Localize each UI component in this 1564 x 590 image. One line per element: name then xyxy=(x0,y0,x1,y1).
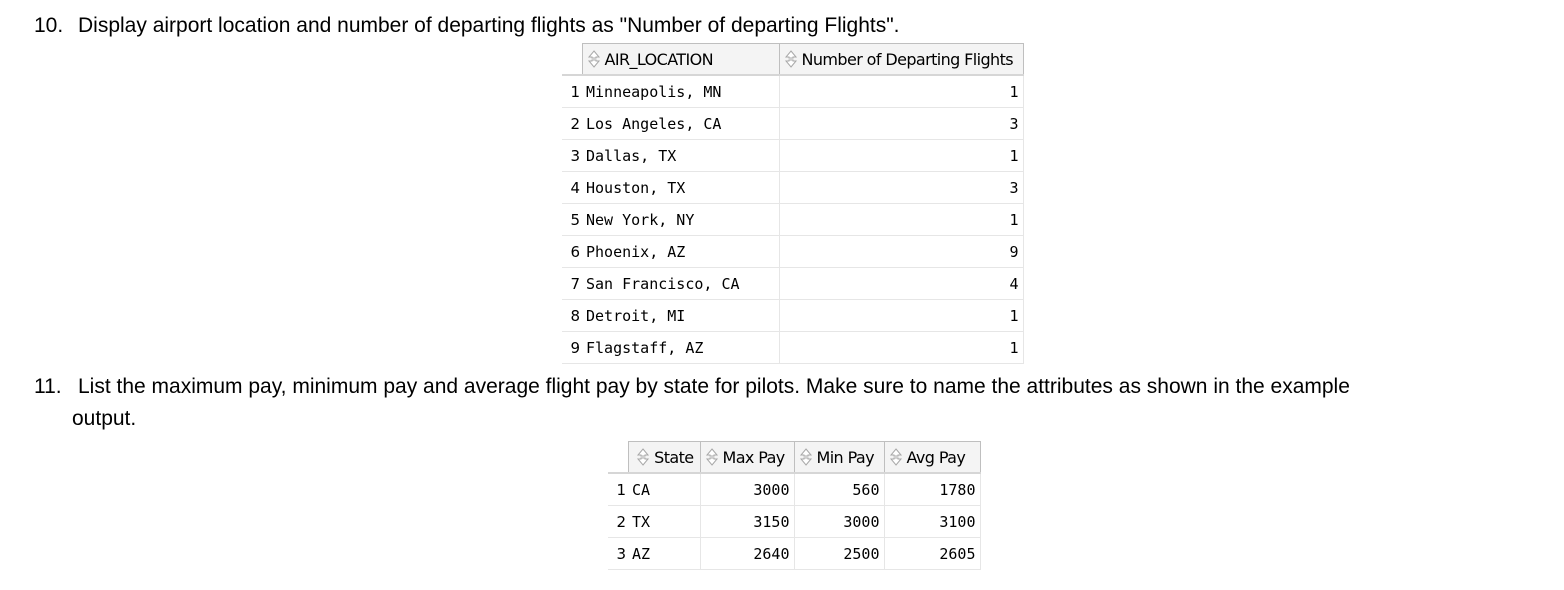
cell-air-location[interactable]: Detroit, MI xyxy=(582,299,780,332)
question-10: 10. Display airport location and number o… xyxy=(34,10,900,42)
cell-min-pay[interactable]: 560 xyxy=(794,473,885,506)
row-number: 3 xyxy=(608,537,628,570)
question-11: 11. List the maximum pay, minimum pay and… xyxy=(34,371,1534,435)
cell-departing-count[interactable]: 3 xyxy=(779,171,1024,204)
cell-departing-count[interactable]: 1 xyxy=(779,203,1024,236)
table-row[interactable]: 1 CA 3000 560 1780 xyxy=(608,473,981,506)
table-row[interactable]: 7 San Francisco, CA 4 xyxy=(562,267,1024,300)
table-row[interactable]: 2 Los Angeles, CA 3 xyxy=(562,107,1024,140)
table-row[interactable]: 4 Houston, TX 3 xyxy=(562,171,1024,204)
column-header-air-location[interactable]: AIR_LOCATION xyxy=(581,43,780,76)
cell-state[interactable]: TX xyxy=(628,505,701,538)
cell-max-pay[interactable]: 2640 xyxy=(700,537,795,570)
cell-departing-count[interactable]: 1 xyxy=(779,139,1024,172)
table-row[interactable]: 9 Flagstaff, AZ 1 xyxy=(562,331,1024,364)
sort-arrows-icon[interactable] xyxy=(784,49,798,68)
column-header-departing-flights[interactable]: Number of Departing Flights xyxy=(778,43,1024,76)
column-header-label: AIR_LOCATION xyxy=(604,49,714,69)
cell-departing-count[interactable]: 4 xyxy=(779,267,1024,300)
table-row[interactable]: 1 Minneapolis, MN 1 xyxy=(562,75,1024,108)
column-header-min-pay[interactable]: Min Pay xyxy=(793,441,885,474)
cell-air-location[interactable]: Flagstaff, AZ xyxy=(582,331,780,364)
cell-departing-count[interactable]: 3 xyxy=(779,107,1024,140)
grid-header-row: AIR_LOCATION Number of Departing Flights xyxy=(562,43,1024,76)
cell-air-location[interactable]: Los Angeles, CA xyxy=(582,107,780,140)
cell-air-location[interactable]: Minneapolis, MN xyxy=(582,75,780,108)
table-row[interactable]: 2 TX 3150 3000 3100 xyxy=(608,505,981,538)
cell-min-pay[interactable]: 3000 xyxy=(794,505,885,538)
column-header-state[interactable]: State xyxy=(627,441,701,474)
table-row[interactable]: 5 New York, NY 1 xyxy=(562,203,1024,236)
cell-min-pay[interactable]: 2500 xyxy=(794,537,885,570)
cell-air-location[interactable]: San Francisco, CA xyxy=(582,267,780,300)
table-row[interactable]: 3 AZ 2640 2500 2605 xyxy=(608,537,981,570)
cell-avg-pay[interactable]: 1780 xyxy=(884,473,981,506)
table-row[interactable]: 8 Detroit, MI 1 xyxy=(562,299,1024,332)
cell-max-pay[interactable]: 3000 xyxy=(700,473,795,506)
row-number: 6 xyxy=(562,235,582,268)
row-number: 8 xyxy=(562,299,582,332)
row-number-header xyxy=(608,441,628,474)
row-number: 2 xyxy=(608,505,628,538)
sort-arrows-icon[interactable] xyxy=(587,49,601,68)
departing-flights-result-grid: AIR_LOCATION Number of Departing Flights… xyxy=(562,43,1024,364)
cell-departing-count[interactable]: 1 xyxy=(779,299,1024,332)
sort-arrows-icon[interactable] xyxy=(705,447,719,466)
cell-departing-count[interactable]: 9 xyxy=(779,235,1024,268)
cell-departing-count[interactable]: 1 xyxy=(779,75,1024,108)
sort-arrows-icon[interactable] xyxy=(889,447,903,466)
row-number: 9 xyxy=(562,331,582,364)
row-number: 1 xyxy=(562,75,582,108)
table-row[interactable]: 6 Phoenix, AZ 9 xyxy=(562,235,1024,268)
cell-state[interactable]: AZ xyxy=(628,537,701,570)
cell-air-location[interactable]: Houston, TX xyxy=(582,171,780,204)
cell-avg-pay[interactable]: 3100 xyxy=(884,505,981,538)
column-header-label: Number of Departing Flights xyxy=(801,49,1014,69)
row-number: 2 xyxy=(562,107,582,140)
column-header-label: Max Pay xyxy=(722,447,786,467)
cell-departing-count[interactable]: 1 xyxy=(779,331,1024,364)
cell-air-location[interactable]: Phoenix, AZ xyxy=(582,235,780,268)
question-10-text: Display airport location and number of d… xyxy=(78,14,900,37)
row-number: 1 xyxy=(608,473,628,506)
row-number: 7 xyxy=(562,267,582,300)
cell-air-location[interactable]: New York, NY xyxy=(582,203,780,236)
row-number: 4 xyxy=(562,171,582,204)
column-header-label: Avg Pay xyxy=(906,447,966,467)
column-header-avg-pay[interactable]: Avg Pay xyxy=(883,441,981,474)
grid-header-row: State Max Pay Min Pay Avg Pay xyxy=(608,441,981,474)
cell-max-pay[interactable]: 3150 xyxy=(700,505,795,538)
question-10-number: 10. xyxy=(34,14,64,37)
cell-air-location[interactable]: Dallas, TX xyxy=(582,139,780,172)
column-header-max-pay[interactable]: Max Pay xyxy=(699,441,795,474)
column-header-label: Min Pay xyxy=(816,447,875,467)
row-number-header xyxy=(562,43,582,76)
question-11-number: 11. xyxy=(34,375,62,398)
column-header-label: State xyxy=(654,447,694,467)
question-11-text-line2: output. xyxy=(72,407,137,430)
row-number: 5 xyxy=(562,203,582,236)
sort-arrows-icon[interactable] xyxy=(799,447,813,466)
question-11-text-line1: List the maximum pay, minimum pay and av… xyxy=(78,375,1350,398)
sort-arrows-icon[interactable] xyxy=(636,447,650,466)
row-number: 3 xyxy=(562,139,582,172)
table-row[interactable]: 3 Dallas, TX 1 xyxy=(562,139,1024,172)
pilot-pay-result-grid: State Max Pay Min Pay Avg Pay 1 CA 3000 560… xyxy=(608,441,981,570)
cell-state[interactable]: CA xyxy=(628,473,701,506)
cell-avg-pay[interactable]: 2605 xyxy=(884,537,981,570)
